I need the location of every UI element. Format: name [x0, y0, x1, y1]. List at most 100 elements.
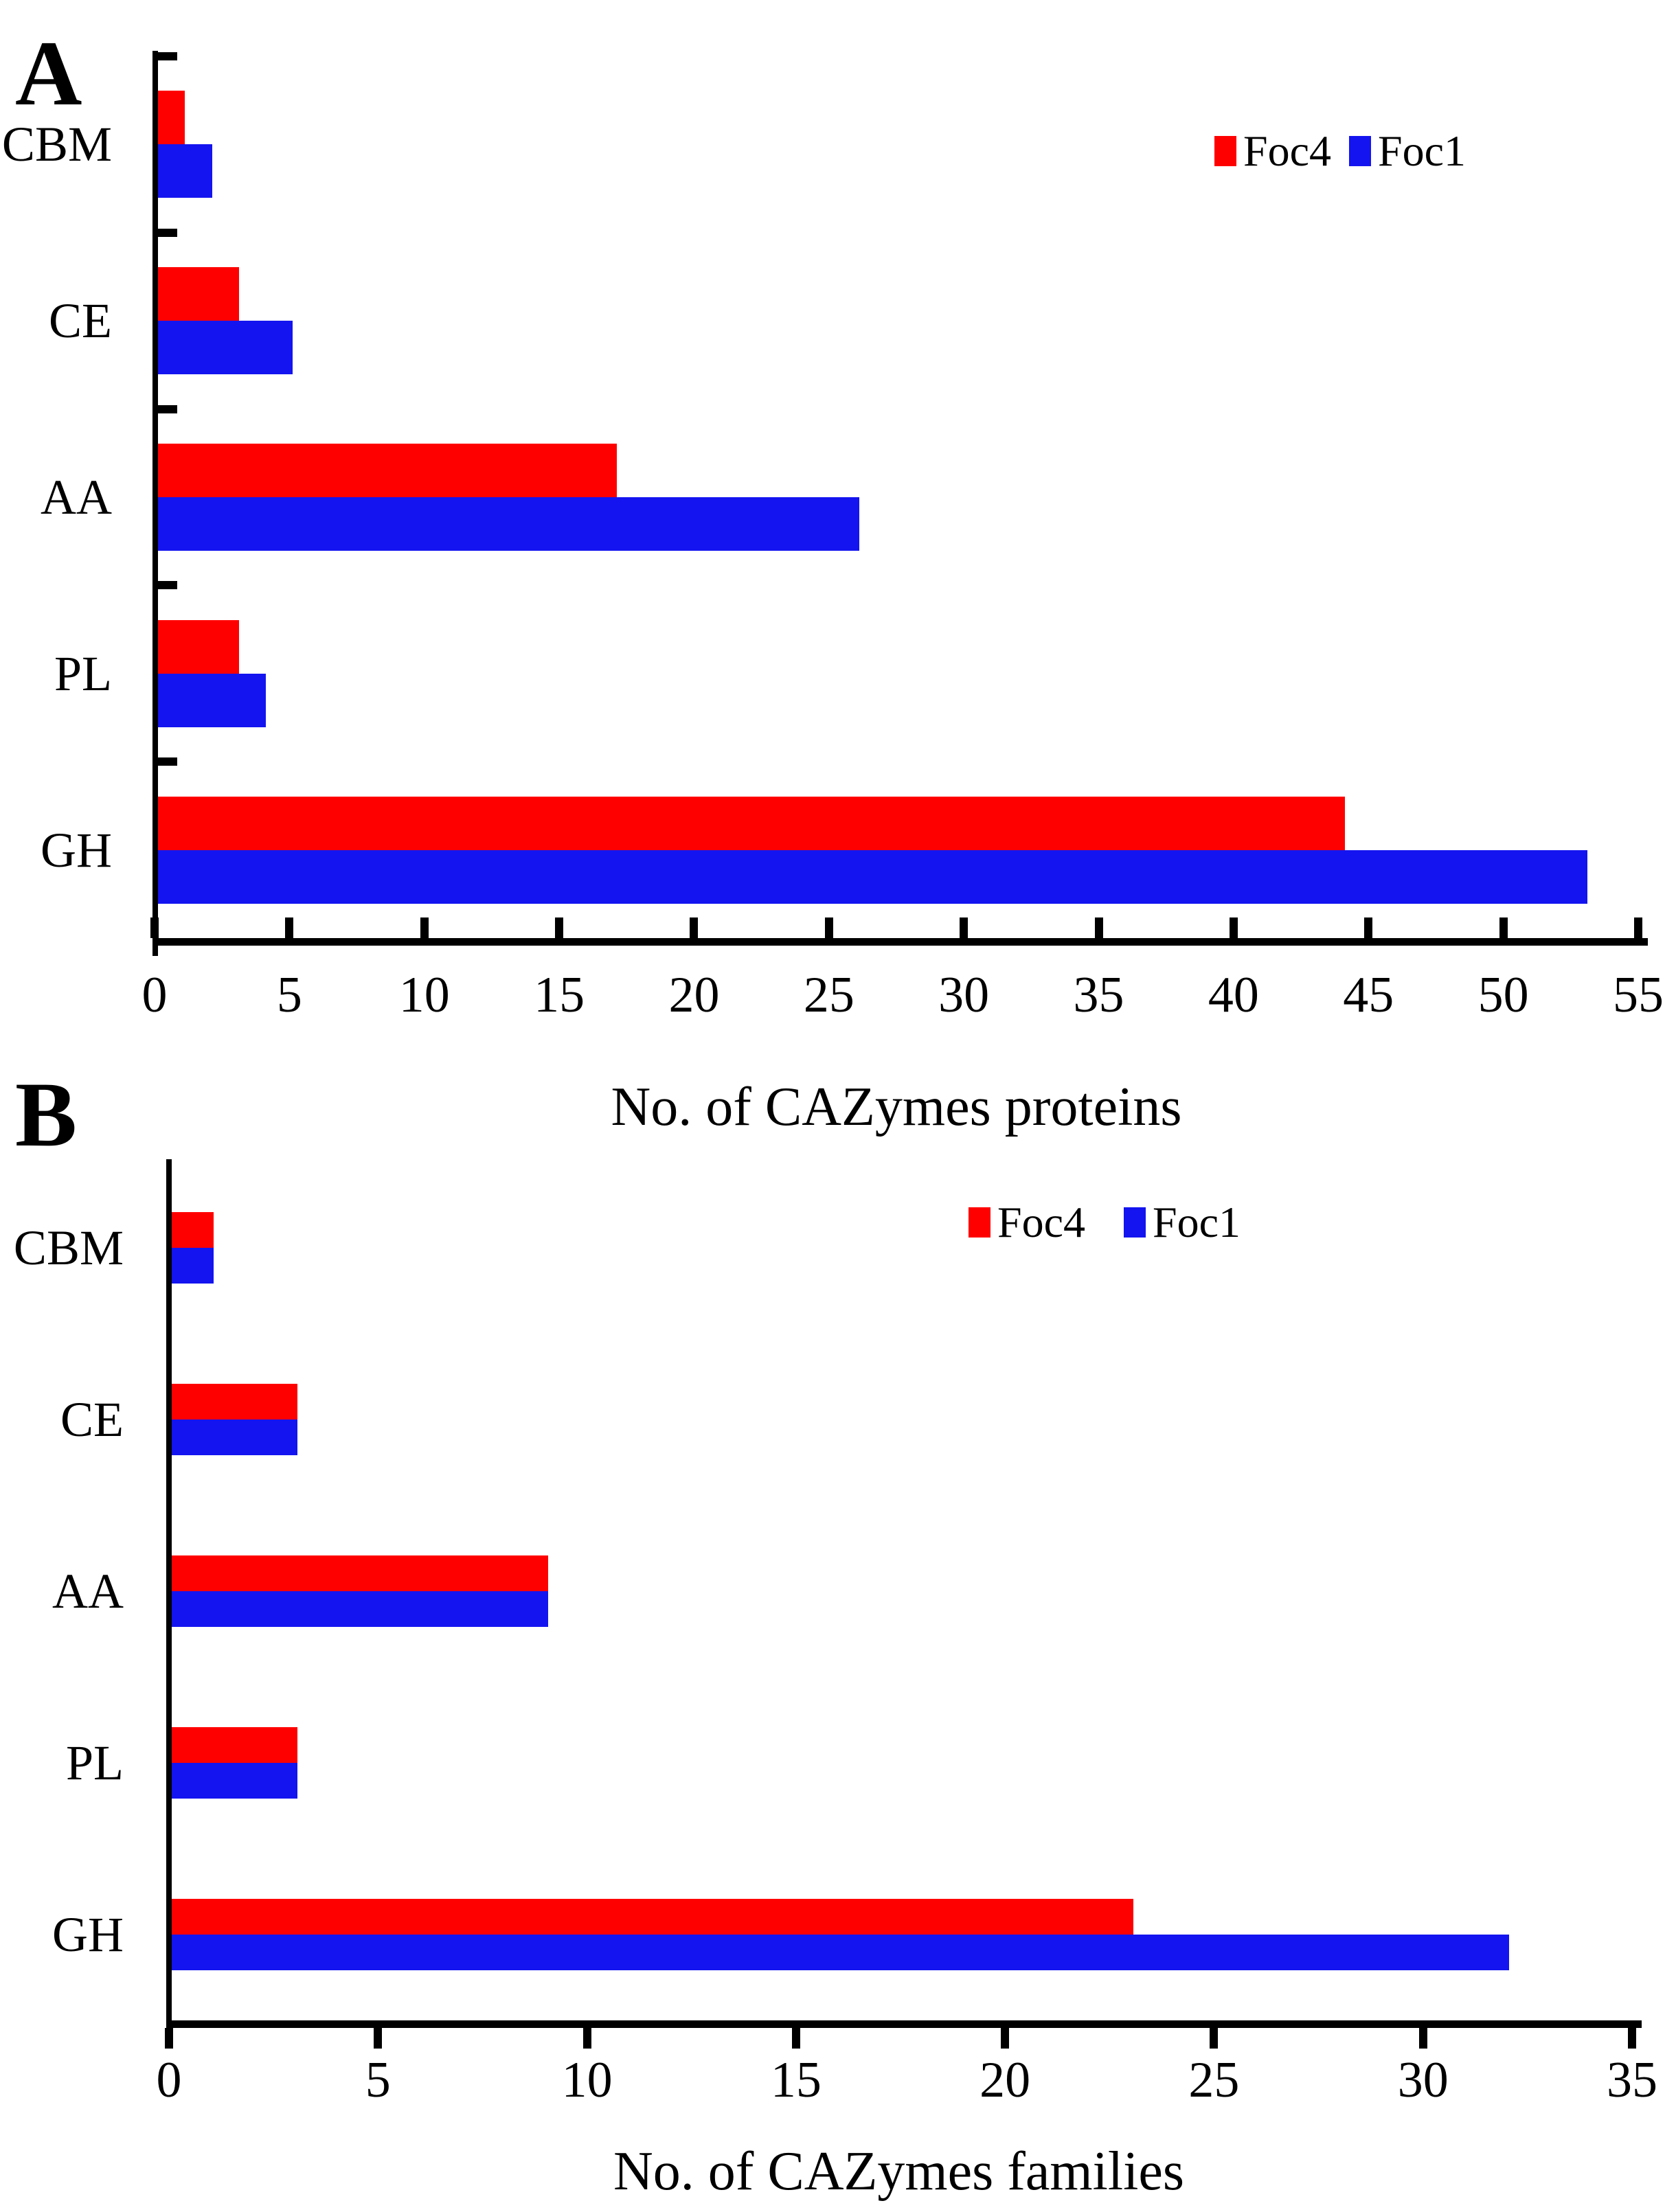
x-axis-line: [166, 2020, 1642, 2028]
y-tick: [158, 581, 177, 590]
x-axis-line: [152, 938, 1648, 946]
x-tick-label: 35: [1607, 2052, 1657, 2108]
category-label-gh: GH: [52, 1907, 124, 1962]
category-label-ce: CE: [60, 1392, 124, 1447]
legend-item-foc4: Foc4: [1214, 129, 1331, 173]
x-tick-label: 30: [938, 967, 990, 1023]
bar-aa-foc4: [172, 1555, 548, 1591]
x-tick-label: 55: [1613, 967, 1664, 1023]
x-tick-label: 0: [156, 2052, 182, 2108]
x-tick-label: 20: [979, 2052, 1031, 2108]
bar-aa-foc1: [172, 1591, 548, 1627]
foc1-legend-label: Foc1: [1153, 1198, 1241, 1246]
x-tick: [824, 917, 833, 938]
category-label-aa: AA: [41, 470, 112, 525]
x-tick: [420, 917, 429, 938]
bar-ce-foc1: [172, 1419, 297, 1455]
foc4-legend-swatch: [969, 1207, 990, 1238]
category-label-gh: GH: [41, 822, 112, 878]
x-tick-label: 50: [1477, 967, 1529, 1023]
x-tick-label: 30: [1397, 2052, 1449, 2108]
panel-b-x-axis-title: No. of CAZymes families: [613, 2141, 1184, 2202]
bar-gh-foc1: [172, 1935, 1510, 1970]
bar-ce-foc4: [172, 1384, 297, 1419]
x-tick: [1094, 917, 1103, 938]
x-tick: [285, 917, 294, 938]
bar-pl-foc1: [158, 673, 267, 727]
x-tick-label: 20: [668, 967, 720, 1023]
bar-ce-foc1: [158, 321, 293, 375]
foc4-legend-swatch: [1214, 136, 1236, 166]
bar-aa-foc4: [158, 444, 617, 497]
category-label-pl: PL: [54, 646, 112, 701]
x-tick: [690, 917, 699, 938]
foc1-legend-swatch: [1349, 136, 1371, 166]
bar-pl-foc4: [158, 619, 239, 674]
x-tick: [582, 2028, 591, 2049]
y-tick: [158, 404, 177, 413]
x-tick: [960, 917, 969, 938]
panel-a-legend: Foc4 Foc1: [1214, 129, 1466, 173]
x-tick-label: 10: [561, 2052, 613, 2108]
y-tick: [158, 757, 177, 766]
x-tick-label: 0: [141, 967, 168, 1023]
category-label-ce: CE: [48, 293, 112, 349]
x-tick-label: 10: [398, 967, 450, 1023]
x-tick-label: 25: [803, 967, 854, 1023]
category-label-aa: AA: [52, 1564, 124, 1619]
bar-ce-foc4: [158, 267, 239, 321]
x-tick: [150, 917, 159, 938]
y-axis-line: [152, 51, 158, 956]
x-tick: [165, 2028, 173, 2049]
bar-aa-foc1: [158, 497, 860, 551]
category-label-cbm: CBM: [1, 117, 112, 172]
bar-cbm-foc1: [158, 144, 212, 198]
y-axis-line: [166, 1159, 172, 2031]
y-tick: [158, 228, 177, 237]
x-tick-label: 45: [1343, 967, 1394, 1023]
y-tick: [158, 52, 177, 60]
x-tick-label: 25: [1188, 2052, 1240, 2108]
x-tick: [1210, 2028, 1219, 2049]
x-tick: [1364, 917, 1373, 938]
x-tick: [374, 2028, 383, 2049]
bar-cbm-foc4: [172, 1212, 214, 1248]
x-tick-label: 15: [534, 967, 585, 1023]
foc1-legend-swatch: [1124, 1207, 1146, 1238]
x-tick: [1634, 917, 1642, 938]
legend-item-foc1: Foc1: [1124, 1200, 1241, 1244]
bar-gh-foc4: [158, 796, 1345, 850]
x-tick: [1499, 917, 1508, 938]
category-label-pl: PL: [65, 1735, 124, 1790]
x-tick: [1418, 2028, 1427, 2049]
panel-a-label: A: [15, 23, 82, 125]
panel-b-label: B: [15, 1064, 78, 1166]
category-label-cbm: CBM: [13, 1220, 124, 1275]
bar-cbm-foc1: [172, 1248, 214, 1284]
foc1-legend-label: Foc1: [1378, 126, 1466, 175]
bar-pl-foc4: [172, 1727, 297, 1763]
panel-a-x-axis-title: No. of CAZymes proteins: [611, 1077, 1182, 1137]
legend-item-foc1: Foc1: [1349, 129, 1466, 173]
bar-pl-foc1: [172, 1763, 297, 1799]
x-tick-label: 40: [1208, 967, 1259, 1023]
bar-gh-foc1: [158, 850, 1588, 904]
bar-gh-foc4: [172, 1899, 1133, 1935]
x-tick-label: 5: [365, 2052, 391, 2108]
x-tick: [1628, 2028, 1636, 2049]
foc4-legend-label: Foc4: [997, 1198, 1085, 1246]
x-tick: [1229, 917, 1238, 938]
bar-cbm-foc4: [158, 91, 185, 145]
x-tick: [555, 917, 564, 938]
x-tick-label: 15: [770, 2052, 822, 2108]
foc4-legend-label: Foc4: [1243, 126, 1331, 175]
x-tick: [791, 2028, 800, 2049]
x-tick-label: 5: [276, 967, 302, 1023]
x-tick-label: 35: [1073, 967, 1124, 1023]
panel-b-legend: Foc4 Foc1: [969, 1200, 1241, 1244]
legend-item-foc4: Foc4: [969, 1200, 1085, 1244]
x-tick: [1001, 2028, 1010, 2049]
